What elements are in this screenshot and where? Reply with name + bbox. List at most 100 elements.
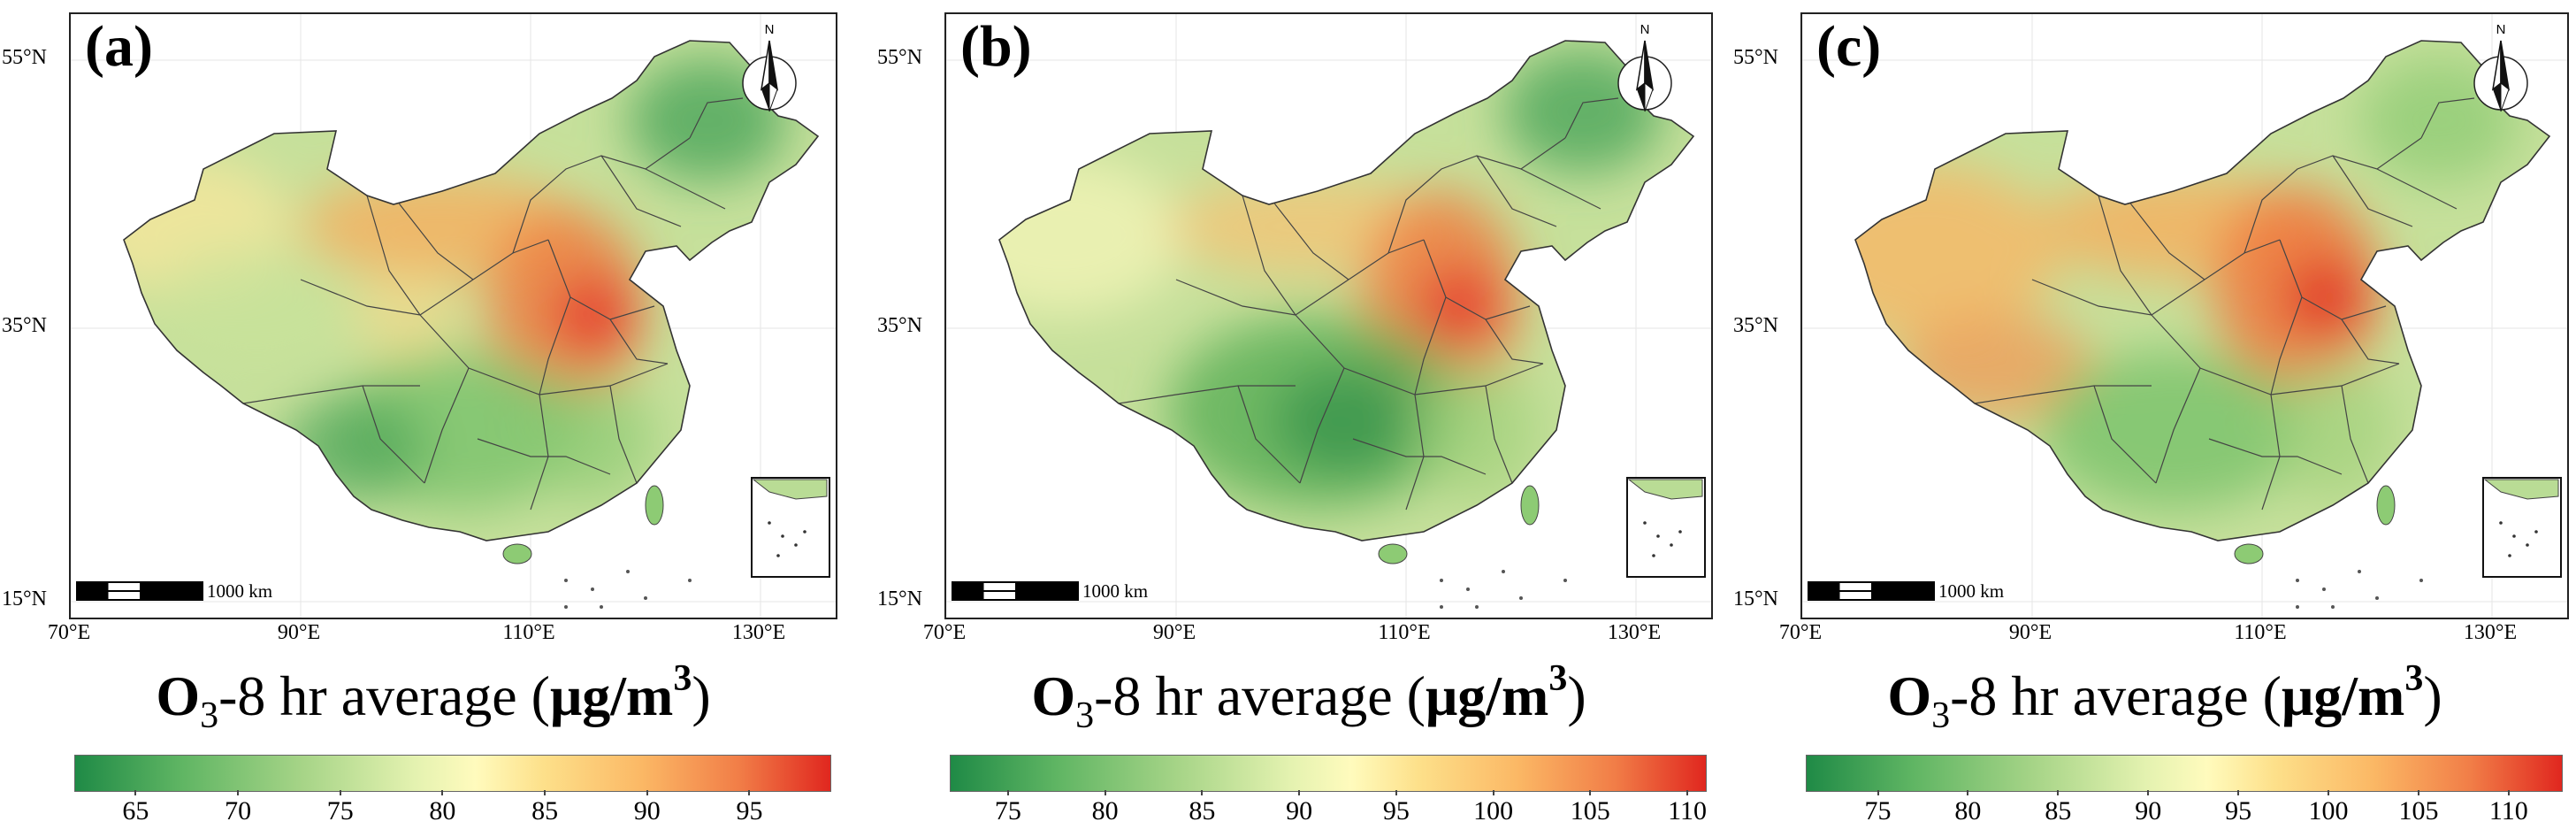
colorbar [74, 755, 831, 792]
colorbar-tick-label: 85 [531, 796, 559, 825]
inset-island [2499, 521, 2503, 525]
longitude-label: 70°E [922, 621, 967, 644]
longitude-label: 90°E [2008, 621, 2052, 644]
colorbar-tick [339, 790, 341, 795]
north-arrow-icon: N [2473, 22, 2528, 112]
inset-island [1678, 530, 1682, 534]
colorbar-tick-label: 105 [2398, 796, 2439, 825]
scale-bar [76, 580, 204, 606]
colorbar-tick-label: 110 [1668, 796, 1707, 825]
province-border [300, 279, 474, 316]
colorbar-tick [2328, 790, 2330, 795]
colorbar-tick [1201, 790, 1204, 795]
province-border [2130, 203, 2205, 280]
island [1475, 605, 1479, 609]
latitude-label: 15°N [1733, 587, 1778, 610]
inset-island [2508, 554, 2511, 557]
map-panel: N (c) 55°N 35°N 15°N 70°E 90°E 110°E 130°E 1000 k… [1731, 0, 2576, 837]
colorbar-tick-label: 75 [1864, 796, 1892, 825]
province-border [600, 155, 682, 227]
province-border [1520, 168, 1601, 210]
province-border [1118, 385, 1296, 404]
longitude-label: 130°E [1607, 621, 1662, 644]
province-border [512, 137, 691, 254]
island [2375, 596, 2379, 600]
province-border [399, 203, 474, 280]
province-border [2279, 239, 2387, 320]
scale-bar-label: 1000 km [1082, 580, 1149, 602]
colorbar-tick [1589, 790, 1592, 795]
colorbar-tick-label: 80 [429, 796, 456, 825]
china-map: N [71, 14, 836, 618]
inset-island [794, 543, 798, 547]
island [1519, 596, 1523, 600]
province-border [424, 367, 470, 484]
panel-label: (c) [1816, 14, 1882, 79]
inset-island [768, 521, 771, 525]
colorbar-tick-label: 90 [633, 796, 661, 825]
province-border [1423, 239, 1531, 320]
longitude-label: 90°E [277, 621, 321, 644]
hainan [2234, 543, 2264, 564]
longitude-label: 110°E [1378, 621, 1431, 644]
latitude-label: 15°N [877, 587, 922, 610]
province-border [547, 239, 655, 320]
province-border [477, 438, 611, 475]
province-border [362, 385, 425, 484]
ozone-region [999, 156, 1185, 315]
province-border [1414, 296, 1447, 395]
ozone-region [150, 244, 363, 368]
province-border [2341, 319, 2400, 365]
island [564, 579, 568, 582]
north-label: N [2496, 22, 2506, 37]
colorbar-tick [544, 790, 547, 795]
colorbar-tick-label: 95 [736, 796, 763, 825]
ozone-region [1419, 266, 1499, 346]
longitude-label: 70°E [1778, 621, 1823, 644]
taiwan [2376, 485, 2396, 526]
ozone-region [531, 377, 654, 501]
colorbar-tick-label: 90 [2135, 796, 2162, 825]
province-border [645, 168, 726, 210]
province-border [366, 195, 421, 316]
colorbar-tick [1395, 790, 1397, 795]
inset-island [781, 534, 784, 538]
island [2331, 605, 2335, 609]
colorbar-tick-label: 75 [326, 796, 354, 825]
scale-bar [952, 580, 1080, 606]
province-border [1299, 367, 1345, 484]
colorbar-tick [1104, 790, 1106, 795]
colorbar-tick-label: 75 [994, 796, 1021, 825]
panel-label: (a) [85, 14, 153, 79]
ozone-region [553, 275, 632, 355]
inset-coast [2483, 479, 2559, 500]
longitude-label: 110°E [502, 621, 555, 644]
island [591, 587, 594, 591]
inset-island [2526, 543, 2529, 547]
colorbar-tick [441, 790, 444, 795]
colorbar-tick [1967, 790, 1969, 795]
scale-bar-label: 1000 km [1938, 580, 2005, 602]
longitude-label: 130°E [731, 621, 786, 644]
island [1502, 570, 1505, 573]
hainan [1378, 543, 1408, 564]
colorbar-tick [2237, 790, 2240, 795]
province-border [2243, 137, 2422, 254]
ozone-region [1273, 368, 1415, 474]
island [2419, 579, 2423, 582]
north-label: N [1640, 22, 1650, 37]
province-border [2376, 168, 2458, 210]
colorbar-tick-label: 90 [1286, 796, 1313, 825]
island [1440, 579, 1443, 582]
colorbar-title: O3-8 hr average (μg/m3) [156, 658, 711, 736]
province-border [2208, 438, 2343, 475]
latitude-label: 55°N [1733, 46, 1778, 69]
island [626, 570, 630, 573]
inset-island [776, 554, 780, 557]
colorbar-tick-label: 100 [2308, 796, 2349, 825]
colorbar-tick [748, 790, 751, 795]
ozone-region [1855, 165, 2059, 342]
colorbar-title: O3-8 hr average (μg/m3) [1887, 658, 2442, 736]
colorbar-tick [237, 790, 240, 795]
colorbar-tick-label: 95 [2225, 796, 2252, 825]
